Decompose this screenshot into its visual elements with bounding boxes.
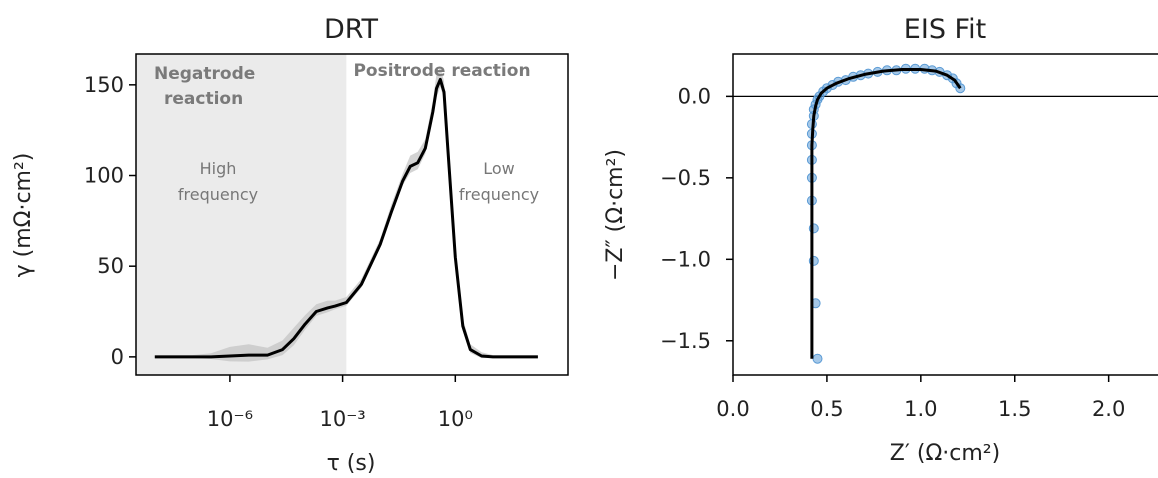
drt-panel: DRT Negatrode reaction Positrode reactio…: [11, 14, 569, 476]
high-frequency-line2: frequency: [178, 185, 258, 204]
eis-fit-line: [810, 68, 962, 359]
eis-panel: EIS Fit 0.0 −0.5 −1.0 −1.5 0.0 0.5 1.0 1.5 2.0 Z…: [603, 14, 1158, 466]
high-frequency-line1: High: [200, 159, 237, 178]
eis-xlabel: Z′ (Ω·cm²): [890, 441, 1000, 466]
positrode-label: Positrode reaction: [353, 61, 530, 81]
drt-xtick-label: 10⁻³: [319, 407, 365, 431]
drt-ytick-label: 150: [84, 73, 124, 97]
eis-ytick-label: −0.5: [660, 166, 711, 190]
drt-xtick-label: 10⁻⁶: [207, 407, 253, 431]
drt-ylabel: γ (mΩ·cm²): [11, 153, 36, 278]
drt-axes-frame: [135, 53, 569, 376]
drt-series-line: [154, 77, 538, 359]
eis-data-point: [812, 353, 823, 364]
eis-ytick-label: −1.0: [660, 247, 711, 271]
drt-ytick-label: 0: [111, 345, 124, 369]
drt-ticks: 0 50 100 150 10⁻⁶ 10⁻³ 10⁰: [84, 73, 473, 431]
eis-plot-area: [733, 63, 1158, 364]
eis-xtick-label: 1.5: [998, 397, 1031, 421]
drt-xlabel: τ (s): [327, 451, 376, 476]
low-frequency-line1: Low: [483, 159, 515, 178]
eis-ytick-label: 0.0: [678, 84, 711, 108]
drt-title: DRT: [324, 14, 379, 45]
drt-ytick-label: 100: [84, 164, 124, 188]
eis-xtick-label: 0.0: [716, 397, 749, 421]
negatrode-label-line1: Negatrode: [154, 64, 255, 84]
eis-axes-frame: [732, 53, 1158, 376]
eis-ytick-label: −1.5: [660, 329, 711, 353]
drt-plot-area: [136, 54, 538, 375]
drt-ytick-label: 50: [97, 254, 124, 278]
eis-ticks: 0.0 −0.5 −1.0 −1.5 0.0 0.5 1.0 1.5 2.0: [660, 84, 1125, 421]
eis-xtick-label: 2.0: [1092, 397, 1125, 421]
eis-xtick-label: 1.0: [904, 397, 937, 421]
drt-xtick-label: 10⁰: [438, 407, 473, 431]
low-frequency-line2: frequency: [459, 185, 539, 204]
eis-ylabel: −Z″ (Ω·cm²): [603, 149, 628, 281]
eis-title: EIS Fit: [904, 14, 986, 45]
eis-xtick-label: 0.5: [810, 397, 843, 421]
negatrode-label-line2: reaction: [164, 89, 243, 109]
